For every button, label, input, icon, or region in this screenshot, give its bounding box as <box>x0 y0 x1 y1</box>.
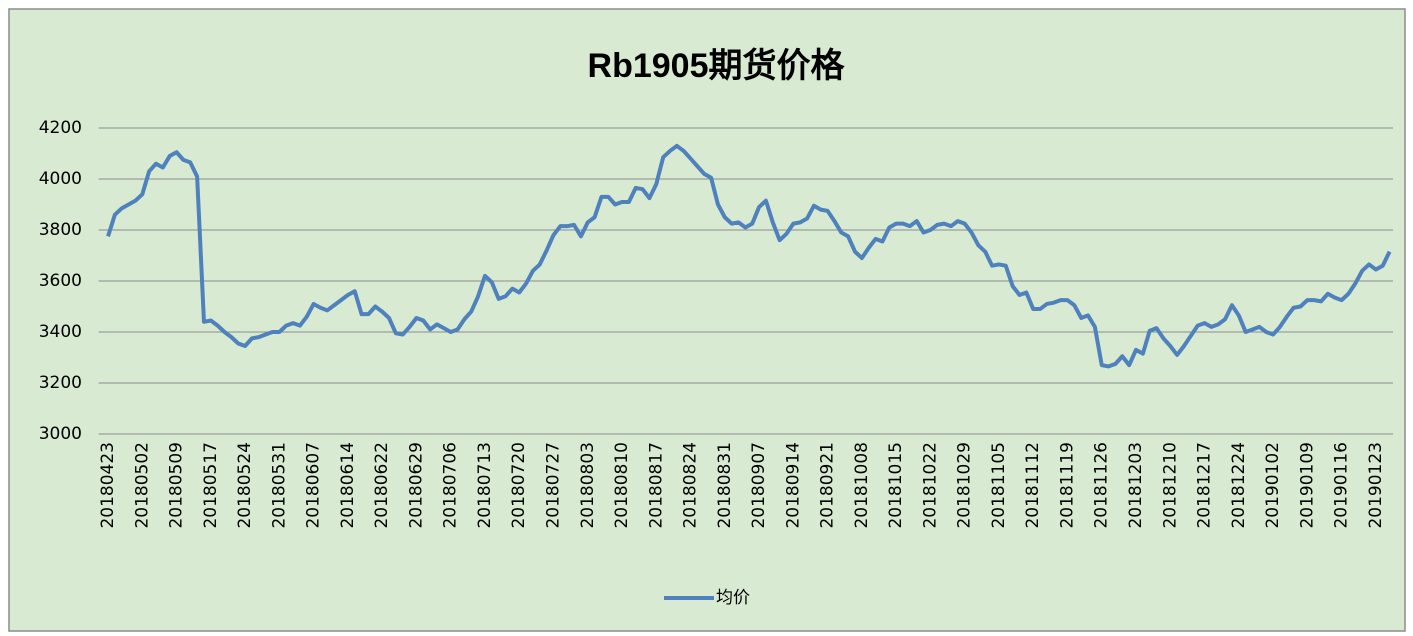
x-tick-label: 20181029 <box>955 442 975 529</box>
x-tick-label: 20190123 <box>1366 442 1386 529</box>
x-tick-label: 20181105 <box>989 442 1009 529</box>
x-tick-label: 20180622 <box>372 442 392 529</box>
y-tick-label: 3600 <box>39 271 82 291</box>
y-tick-label: 3400 <box>39 322 82 342</box>
y-tick-label: 4000 <box>39 169 82 189</box>
x-tick-label: 20180524 <box>235 442 255 529</box>
x-tick-label: 20190109 <box>1297 442 1317 529</box>
data-line <box>106 143 1392 369</box>
x-tick-label: 20180509 <box>167 442 187 529</box>
x-tick-label: 20180914 <box>783 442 803 529</box>
x-tick-label: 20190102 <box>1263 442 1283 529</box>
x-tick-label: 20181112 <box>1023 442 1043 529</box>
x-tick-label: 20180531 <box>269 442 289 529</box>
x-tick-label: 20180607 <box>304 442 324 529</box>
x-tick-label: 20181015 <box>886 442 906 529</box>
chart-title: Rb1905期货价格 <box>588 47 846 85</box>
x-tick-label: 20181210 <box>1160 442 1180 529</box>
x-tick-label: 20180629 <box>406 442 426 529</box>
x-tick-label: 20181224 <box>1229 442 1249 529</box>
x-tick-label: 20180713 <box>475 442 495 529</box>
y-tick-label: 3200 <box>39 373 82 393</box>
chart-frame <box>8 8 1406 632</box>
x-tick-label: 20180824 <box>681 442 701 529</box>
x-tick-label: 20190116 <box>1332 442 1352 529</box>
x-tick-label: 20180614 <box>338 442 358 529</box>
x-tick-label: 20180423 <box>98 442 118 529</box>
x-tick-label: 20181022 <box>920 442 940 529</box>
y-tick-label: 3000 <box>39 424 82 444</box>
x-tick-label: 20181217 <box>1195 442 1215 529</box>
y-tick-label: 4200 <box>39 118 82 138</box>
x-tick-label: 20180720 <box>509 442 529 529</box>
x-tick-label: 20181203 <box>1126 442 1146 529</box>
x-tick-label: 20180706 <box>441 442 461 529</box>
x-tick-label: 20180817 <box>646 442 666 529</box>
x-tick-label: 20180921 <box>818 442 838 529</box>
x-tick-label: 20180517 <box>201 442 221 529</box>
x-tick-label: 20180831 <box>715 442 735 529</box>
x-tick-label: 20180727 <box>543 442 563 529</box>
legend-label: 均价 <box>716 588 750 608</box>
x-tick-label: 20180502 <box>132 442 152 529</box>
x-tick-label: 20180907 <box>749 442 769 529</box>
x-tick-label: 20180810 <box>612 442 632 529</box>
y-tick-label: 3800 <box>39 220 82 240</box>
x-tick-label: 20181008 <box>852 442 872 529</box>
x-tick-label: 20181119 <box>1057 442 1077 529</box>
x-tick-label: 20181126 <box>1092 442 1112 529</box>
x-tick-label: 20180803 <box>578 442 598 529</box>
